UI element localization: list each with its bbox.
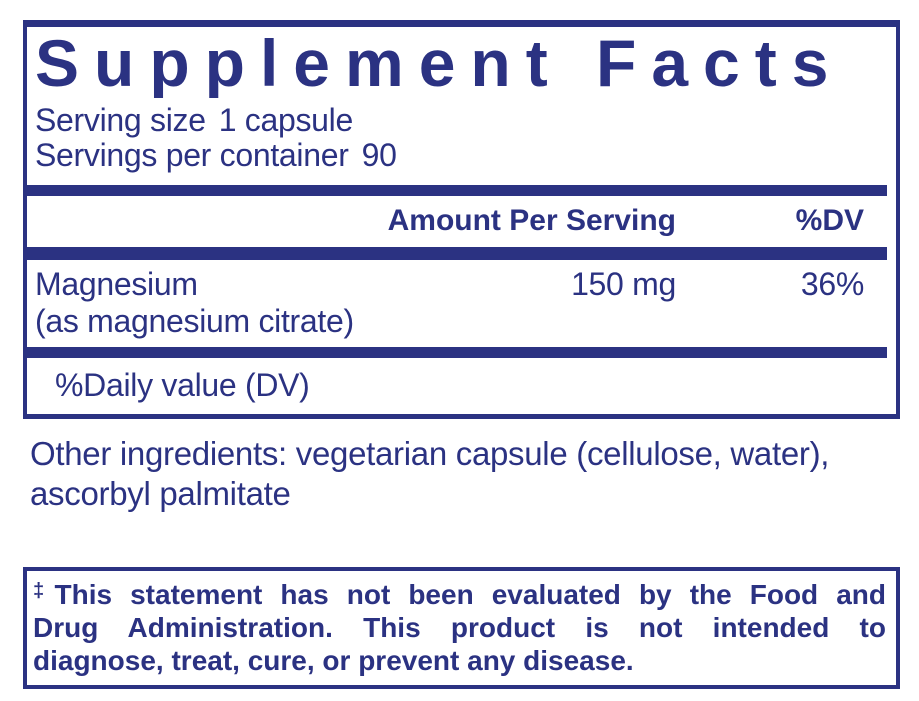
servings-per-container-label: Servings per container xyxy=(35,137,349,174)
column-header-row: Amount Per Serving %DV xyxy=(27,196,896,247)
supplement-facts-panel: Supplement Facts Serving size 1 capsule S… xyxy=(23,20,900,420)
daily-value-footnote: %Daily value (DV) xyxy=(55,367,310,404)
servings-per-container-value: 90 xyxy=(361,137,397,174)
serving-size-label: Serving size xyxy=(35,102,206,139)
double-dagger-symbol: ‡ xyxy=(33,580,55,602)
servings-per-container-line: Servings per container 90 xyxy=(27,138,896,173)
nutrient-name: Magnesium xyxy=(35,266,198,303)
serving-size-line: Serving size 1 capsule xyxy=(27,103,896,138)
divider-bar-bottom xyxy=(27,347,887,359)
panel-title: Supplement Facts xyxy=(35,29,844,99)
disclaimer-line-2: Drug Administration. This product is not… xyxy=(33,612,886,643)
nutrient-amount: 150 mg xyxy=(571,266,676,303)
disclaimer-line-1-text: This statement has not been evaluated by… xyxy=(54,579,887,610)
nutrient-source: (as magnesium citrate) xyxy=(35,303,354,340)
other-ingredients-line-2: ascorbyl palmitate xyxy=(30,475,291,512)
percent-dv-header: %DV xyxy=(795,204,864,238)
fda-disclaimer-box: ‡This statement has not been evaluated b… xyxy=(23,567,900,689)
nutrient-row-magnesium: Magnesium 150 mg 36% (as magnesium citra… xyxy=(27,260,896,347)
serving-size-value: 1 capsule xyxy=(218,102,354,139)
amount-per-serving-header: Amount Per Serving xyxy=(387,204,676,238)
other-ingredients-line-1: Other ingredients: vegetarian capsule (c… xyxy=(30,435,830,472)
disclaimer-line-3: diagnose, treat, cure, or prevent any di… xyxy=(33,645,634,676)
divider-bar-top xyxy=(27,185,887,197)
other-ingredients: Other ingredients: vegetarian capsule (c… xyxy=(30,434,829,514)
divider-bar-header xyxy=(27,247,887,261)
nutrient-daily-value: 36% xyxy=(800,266,864,303)
disclaimer-line-1: ‡This statement has not been evaluated b… xyxy=(33,575,886,611)
